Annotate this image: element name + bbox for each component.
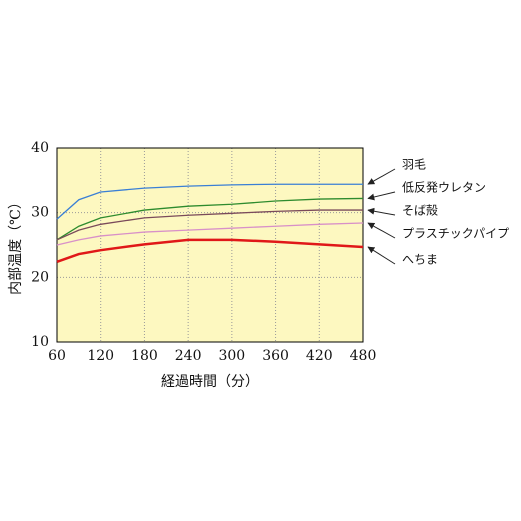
series-line [56,238,364,263]
annotation-arrow [367,207,396,216]
x-tick-label: 480 [350,348,377,364]
series-line [56,222,364,246]
x-tick-label: 360 [262,348,289,364]
annotation-arrow [367,222,396,239]
x-tick-label: 300 [218,348,245,364]
series-label: 羽毛 [402,158,426,172]
x-axis-label: 経過時間（分） [161,374,259,390]
y-tick-label: 10 [31,334,49,350]
series-label: プラスチックパイプ [402,227,509,241]
annotation-arrow [367,246,396,265]
series-label: そば殻 [402,204,438,218]
y-tick-label: 20 [31,269,49,285]
y-axis-label: 内部温度（℃） [8,195,24,295]
series-line [56,183,363,220]
x-tick-label: 60 [48,348,66,364]
x-tick-label: 240 [175,348,202,364]
annotation-arrow [367,168,396,185]
series-label: 低反発ウレタン [402,181,486,195]
x-tick-label: 120 [87,348,114,364]
x-tick-label: 180 [131,348,158,364]
series-line [56,209,363,241]
y-tick-label: 40 [31,140,49,156]
annotation-arrow [367,191,396,201]
y-tick-label: 30 [31,205,49,221]
x-tick-label: 420 [306,348,333,364]
series-label: へちま [402,253,438,267]
series-line [56,197,364,241]
